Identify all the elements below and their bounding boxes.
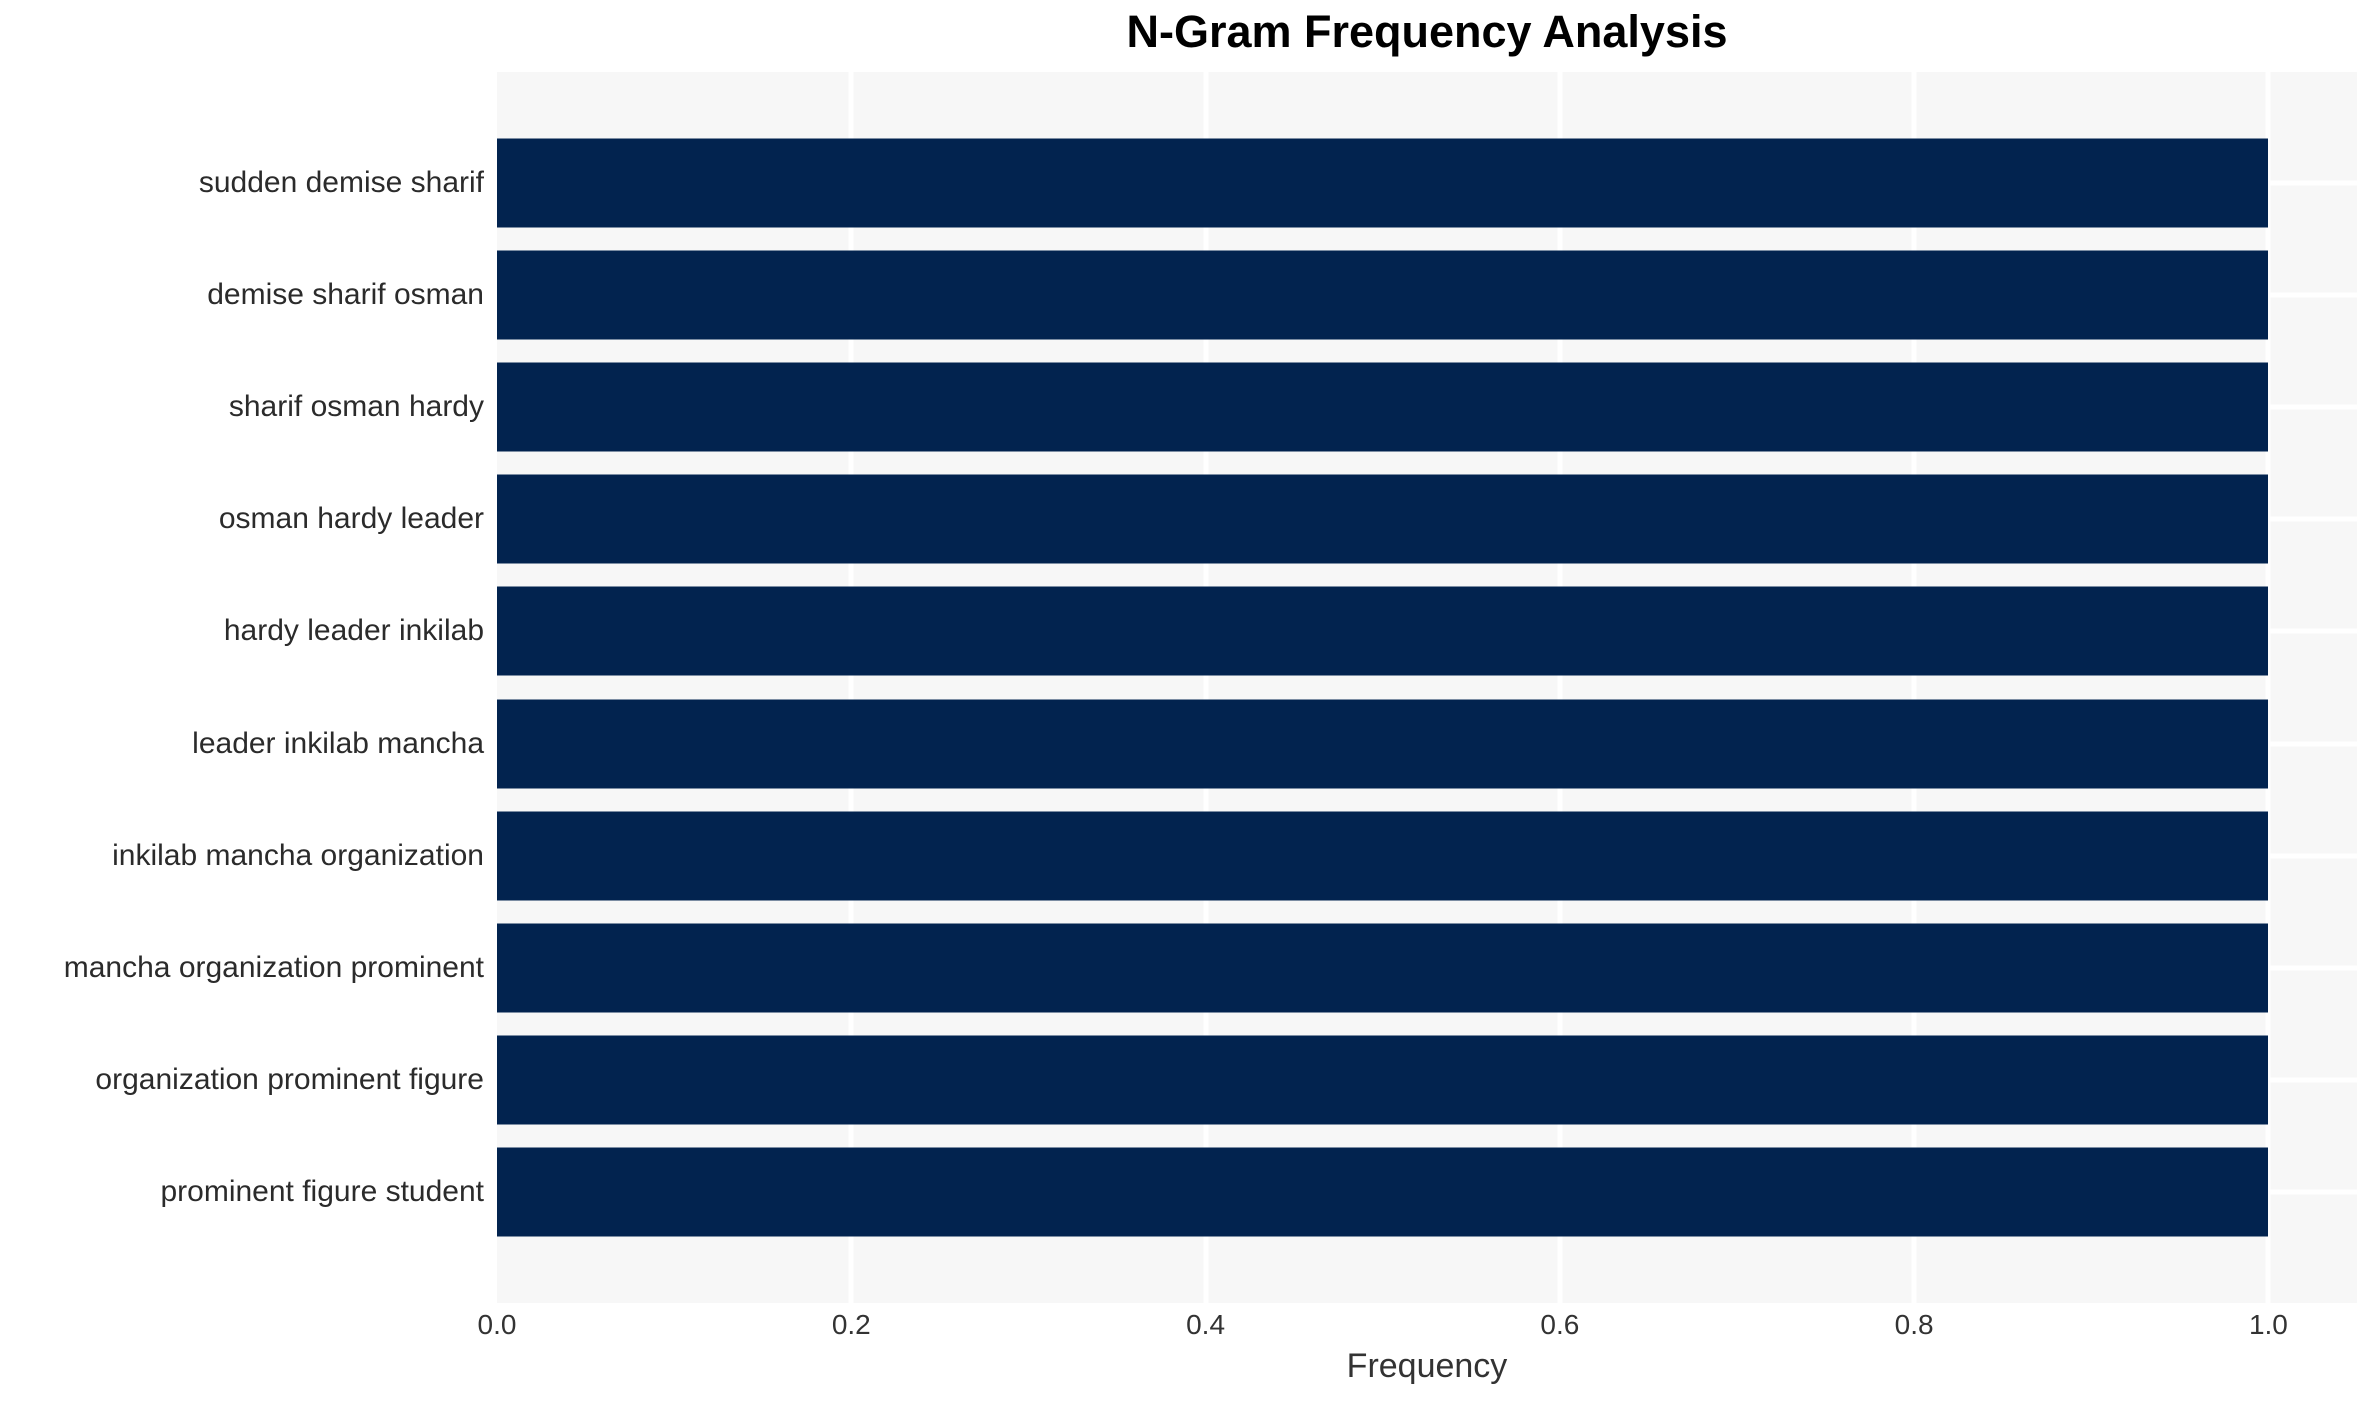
bar-row: sharif osman hardy xyxy=(229,351,2357,463)
frequency-bar xyxy=(497,362,2269,452)
category-label: organization prominent figure xyxy=(95,1062,484,1096)
x-tick-label: 0.2 xyxy=(831,1309,871,1340)
x-axis-ticks: 0.0 0.2 0.4 0.6 0.8 1.0 xyxy=(478,1309,2357,1347)
frequency-bar xyxy=(497,923,2269,1013)
frequency-bar xyxy=(497,250,2269,340)
vertical-gridlines xyxy=(497,72,2357,1303)
category-label: mancha organization prominent xyxy=(63,950,484,984)
x-tick-label: 0.4 xyxy=(1186,1309,1226,1340)
bar-row: hardy leader inkilab xyxy=(224,575,2357,687)
gridline-vertical xyxy=(2265,72,2271,1303)
category-label: inkilab mancha organization xyxy=(112,838,484,872)
category-label: sharif osman hardy xyxy=(228,390,484,424)
bar-row: prominent figure student xyxy=(160,1136,2357,1248)
bar-row: osman hardy leader xyxy=(219,463,2357,575)
x-tick-label: 0.0 xyxy=(477,1309,517,1340)
chart-title: N-Gram Frequency Analysis xyxy=(1126,6,1728,57)
bar-row: sudden demise sharif xyxy=(199,127,2357,239)
bar-row: mancha organization prominent xyxy=(64,912,2357,1024)
x-tick-label: 0.8 xyxy=(1894,1309,1934,1340)
frequency-bar xyxy=(497,811,2269,901)
gridline-vertical xyxy=(1203,72,1209,1303)
plot-area: sudden demise sharif demise sharif osman s… xyxy=(64,72,2357,1303)
frequency-bar xyxy=(497,699,2269,789)
category-label: hardy leader inkilab xyxy=(223,614,484,648)
x-axis-label: Frequency xyxy=(1346,1347,1508,1385)
frequency-bar xyxy=(497,474,2269,564)
bar-row: organization prominent figure xyxy=(95,1024,2357,1136)
category-label: sudden demise sharif xyxy=(198,166,484,200)
x-tick-label: 1.0 xyxy=(2248,1309,2288,1340)
frequency-bar xyxy=(497,1035,2269,1125)
category-label: demise sharif osman xyxy=(207,278,484,312)
category-label: prominent figure student xyxy=(160,1174,484,1208)
category-label: osman hardy leader xyxy=(218,502,484,536)
x-tick-label: 0.6 xyxy=(1540,1309,1580,1340)
gridline-vertical xyxy=(1557,72,1563,1303)
bar-rows: sudden demise sharif demise sharif osman s… xyxy=(64,127,2357,1248)
frequency-bar xyxy=(497,1147,2269,1237)
gridline-vertical xyxy=(848,72,854,1303)
bar-row: demise sharif osman xyxy=(207,239,2357,351)
category-label: leader inkilab mancha xyxy=(192,726,484,760)
gridline-vertical xyxy=(1911,72,1917,1303)
frequency-bar xyxy=(497,138,2269,228)
bar-row: inkilab mancha organization xyxy=(112,800,2357,912)
bar-row: leader inkilab mancha xyxy=(192,687,2357,799)
frequency-bar xyxy=(497,586,2269,676)
